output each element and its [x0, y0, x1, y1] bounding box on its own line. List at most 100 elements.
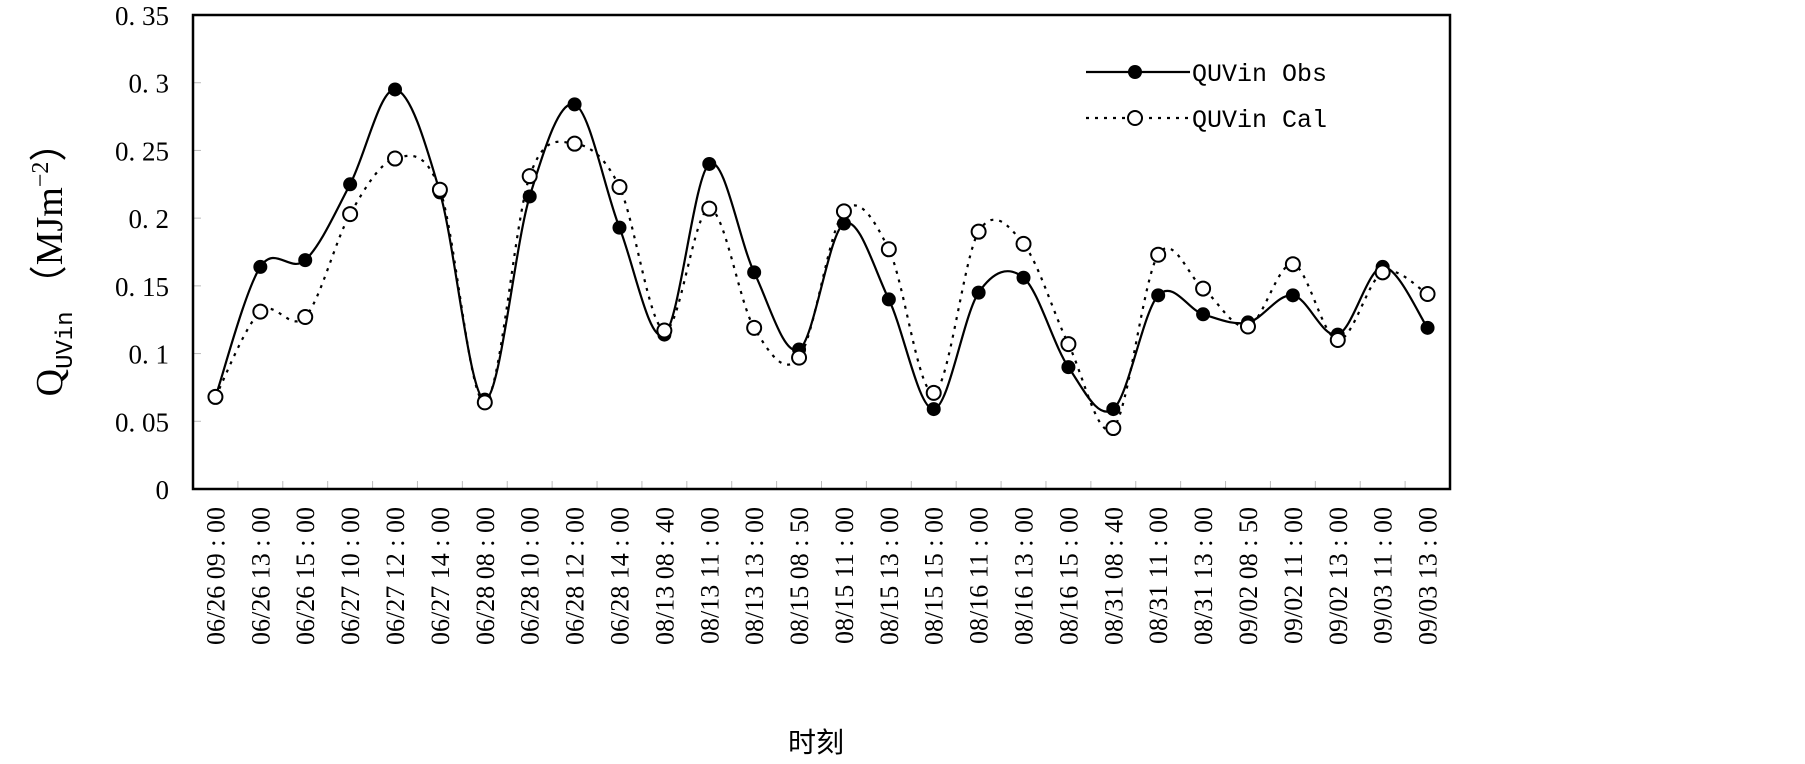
data-point-cal — [925, 384, 942, 401]
x-tick-label: 08/16 13 : 00 — [1010, 507, 1039, 645]
data-point-cal — [701, 200, 718, 217]
data-point-cal — [521, 168, 538, 185]
y-label-close: ） — [29, 124, 71, 162]
x-tick-label: 09/03 13 : 00 — [1414, 507, 1443, 645]
data-point-cal — [791, 349, 808, 366]
x-tick-label: 08/16 15 : 00 — [1054, 507, 1083, 645]
x-tick-label: 08/13 08 : 40 — [650, 507, 679, 645]
data-point-obs — [702, 156, 717, 171]
x-tick-label: 09/02 11 : 00 — [1279, 507, 1308, 644]
x-tick-label: 06/27 10 : 00 — [336, 507, 365, 645]
x-tick-label: 08/31 08 : 40 — [1099, 507, 1128, 645]
data-point-cal — [970, 223, 987, 240]
legend-marker-filled-circle — [1128, 65, 1142, 79]
x-tick-label: 06/28 10 : 00 — [516, 507, 545, 645]
data-point-cal — [476, 394, 493, 411]
x-tick-label: 08/13 13 : 00 — [740, 507, 769, 645]
data-point-obs — [1420, 320, 1435, 335]
data-point-obs — [836, 216, 851, 231]
data-point-cal — [1374, 264, 1391, 281]
y-label-exp: −2 — [28, 162, 54, 188]
x-tick-label: 08/15 13 : 00 — [875, 507, 904, 645]
data-point-cal — [1329, 332, 1346, 349]
legend-label-cal: QUVin Cal — [1192, 106, 1327, 135]
data-point-obs — [612, 220, 627, 235]
y-axis-label: QUVin （MJm−2） — [28, 124, 80, 397]
data-point-cal — [1105, 420, 1122, 437]
y-tick-label: 0 — [156, 475, 170, 505]
x-tick-label: 09/02 08 : 50 — [1234, 507, 1263, 645]
x-tick-label: 08/15 11 : 00 — [830, 507, 859, 644]
data-point-cal — [1195, 280, 1212, 297]
x-tick-label: 06/27 14 : 00 — [426, 507, 455, 645]
series-line-obs — [214, 88, 1429, 413]
data-point-cal — [1239, 318, 1256, 335]
y-tick-label: 0. 05 — [115, 407, 169, 437]
y-tick-label: 0. 15 — [115, 272, 169, 302]
data-point-obs — [881, 292, 896, 307]
x-tick-label: 06/26 13 : 00 — [246, 507, 275, 645]
legend-item-cal: QUVin Cal — [1086, 106, 1327, 135]
data-point-cal — [387, 150, 404, 167]
data-point-obs — [926, 402, 941, 417]
data-point-obs — [1106, 402, 1121, 417]
data-point-obs — [567, 97, 582, 112]
data-point-obs — [1016, 270, 1031, 285]
y-label-main: Q — [29, 369, 71, 396]
y-tick-label: 0. 35 — [115, 1, 169, 31]
data-point-cal — [207, 388, 224, 405]
x-tick-label: 06/28 12 : 00 — [561, 507, 590, 645]
x-tick-label: 06/27 12 : 00 — [381, 507, 410, 645]
data-point-obs — [1285, 288, 1300, 303]
legend-label-obs: QUVin Obs — [1192, 60, 1327, 89]
x-tick-label: 06/28 08 : 00 — [471, 507, 500, 645]
data-point-obs — [971, 285, 986, 300]
x-tick-label: 06/26 15 : 00 — [291, 507, 320, 645]
data-point-cal — [342, 206, 359, 223]
data-point-obs — [343, 177, 358, 192]
y-tick-label: 0. 2 — [129, 204, 170, 234]
data-point-obs — [747, 265, 762, 280]
data-point-cal — [656, 322, 673, 339]
x-tick-label: 06/26 09 : 00 — [201, 507, 230, 645]
svg-text:QUVin（MJm−2）: QUVin （MJm−2） — [28, 124, 80, 397]
x-tick-label: 09/02 13 : 00 — [1324, 507, 1353, 645]
plot-frame — [191, 13, 1452, 491]
data-point-cal — [297, 309, 314, 326]
y-tick-label: 0. 25 — [115, 136, 169, 166]
legend-item-obs: QUVin Obs — [1086, 60, 1327, 89]
data-point-obs — [1196, 307, 1211, 322]
data-point-obs — [1151, 288, 1166, 303]
data-point-obs — [298, 253, 313, 268]
x-tick-label: 08/31 11 : 00 — [1144, 507, 1173, 644]
data-point-cal — [252, 303, 269, 320]
data-point-cal — [431, 181, 448, 198]
data-point-cal — [1015, 235, 1032, 252]
data-point-cal — [566, 135, 583, 152]
x-axis-label: 时刻 — [788, 726, 844, 759]
data-point-cal — [1150, 246, 1167, 263]
x-tick-label: 08/16 11 : 00 — [965, 507, 994, 644]
x-tick-label: 08/15 15 : 00 — [920, 507, 949, 645]
data-point-cal — [1284, 256, 1301, 273]
data-point-cal — [611, 178, 628, 195]
y-label-sub: UVin — [53, 311, 80, 369]
y-tick-label: 0. 1 — [129, 340, 170, 370]
data-point-obs — [388, 82, 403, 97]
data-point-cal — [835, 203, 852, 220]
x-tick-label: 08/15 08 : 50 — [785, 507, 814, 645]
y-tick-label: 0. 3 — [129, 69, 170, 99]
data-point-cal — [1419, 285, 1436, 302]
legend: QUVin Obs QUVin Cal — [1086, 60, 1327, 135]
data-point-obs — [522, 189, 537, 204]
legend-marker-open-circle — [1127, 110, 1143, 126]
data-point-obs — [1061, 360, 1076, 375]
x-tick-label: 08/31 13 : 00 — [1189, 507, 1218, 645]
data-point-obs — [253, 259, 268, 274]
x-tick-label: 06/28 14 : 00 — [605, 507, 634, 645]
data-point-cal — [746, 319, 763, 336]
data-point-cal — [880, 241, 897, 258]
y-label-unit: （MJm — [29, 187, 71, 303]
data-point-cal — [1060, 336, 1077, 353]
